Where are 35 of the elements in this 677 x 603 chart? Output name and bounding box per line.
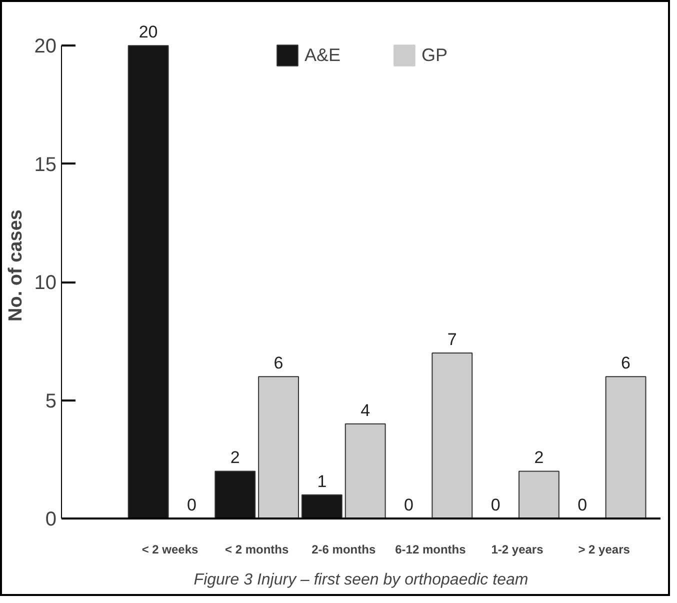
y-tick-label: 0 (45, 508, 56, 530)
y-tick-label: 5 (45, 390, 56, 412)
x-tick-label: < 2 weeks (142, 542, 199, 556)
data-label: 4 (360, 400, 370, 420)
data-label: 0 (490, 496, 500, 514)
x-tick-label: 6-12 months (395, 542, 466, 556)
data-label: 2 (534, 448, 544, 468)
data-label: 1 (317, 472, 327, 491)
data-label: 6 (274, 354, 284, 373)
data-label: 6 (621, 354, 631, 373)
data-label: 0 (186, 496, 196, 514)
data-label: 7 (447, 330, 457, 349)
data-label: 0 (578, 496, 588, 514)
caption: Figure 3 Injury – first seen by orthopaedic team (194, 572, 528, 588)
bar (128, 45, 169, 518)
x-tick-label: 1-2 years (491, 542, 544, 556)
x-tick-label: > 2 years (578, 542, 630, 556)
y-tick-label: 15 (34, 154, 57, 176)
bar (344, 423, 386, 518)
bar (301, 494, 342, 518)
legend-label: A&E (304, 44, 341, 66)
data-label: 0 (404, 496, 414, 514)
data-label: 2 (230, 448, 240, 468)
bar (432, 352, 473, 518)
data-label: 20 (138, 22, 158, 42)
y-axis-title: No. of cases (5, 210, 26, 322)
x-tick-label: 2-6 months (312, 542, 376, 556)
bar (258, 376, 299, 518)
bar (605, 376, 646, 518)
bar (214, 470, 256, 518)
y-tick-label: 20 (34, 36, 57, 58)
legend-label: GP (422, 44, 448, 66)
x-tick-label: < 2 months (224, 542, 289, 556)
y-tick-label: 10 (34, 272, 57, 294)
bar (518, 470, 560, 518)
